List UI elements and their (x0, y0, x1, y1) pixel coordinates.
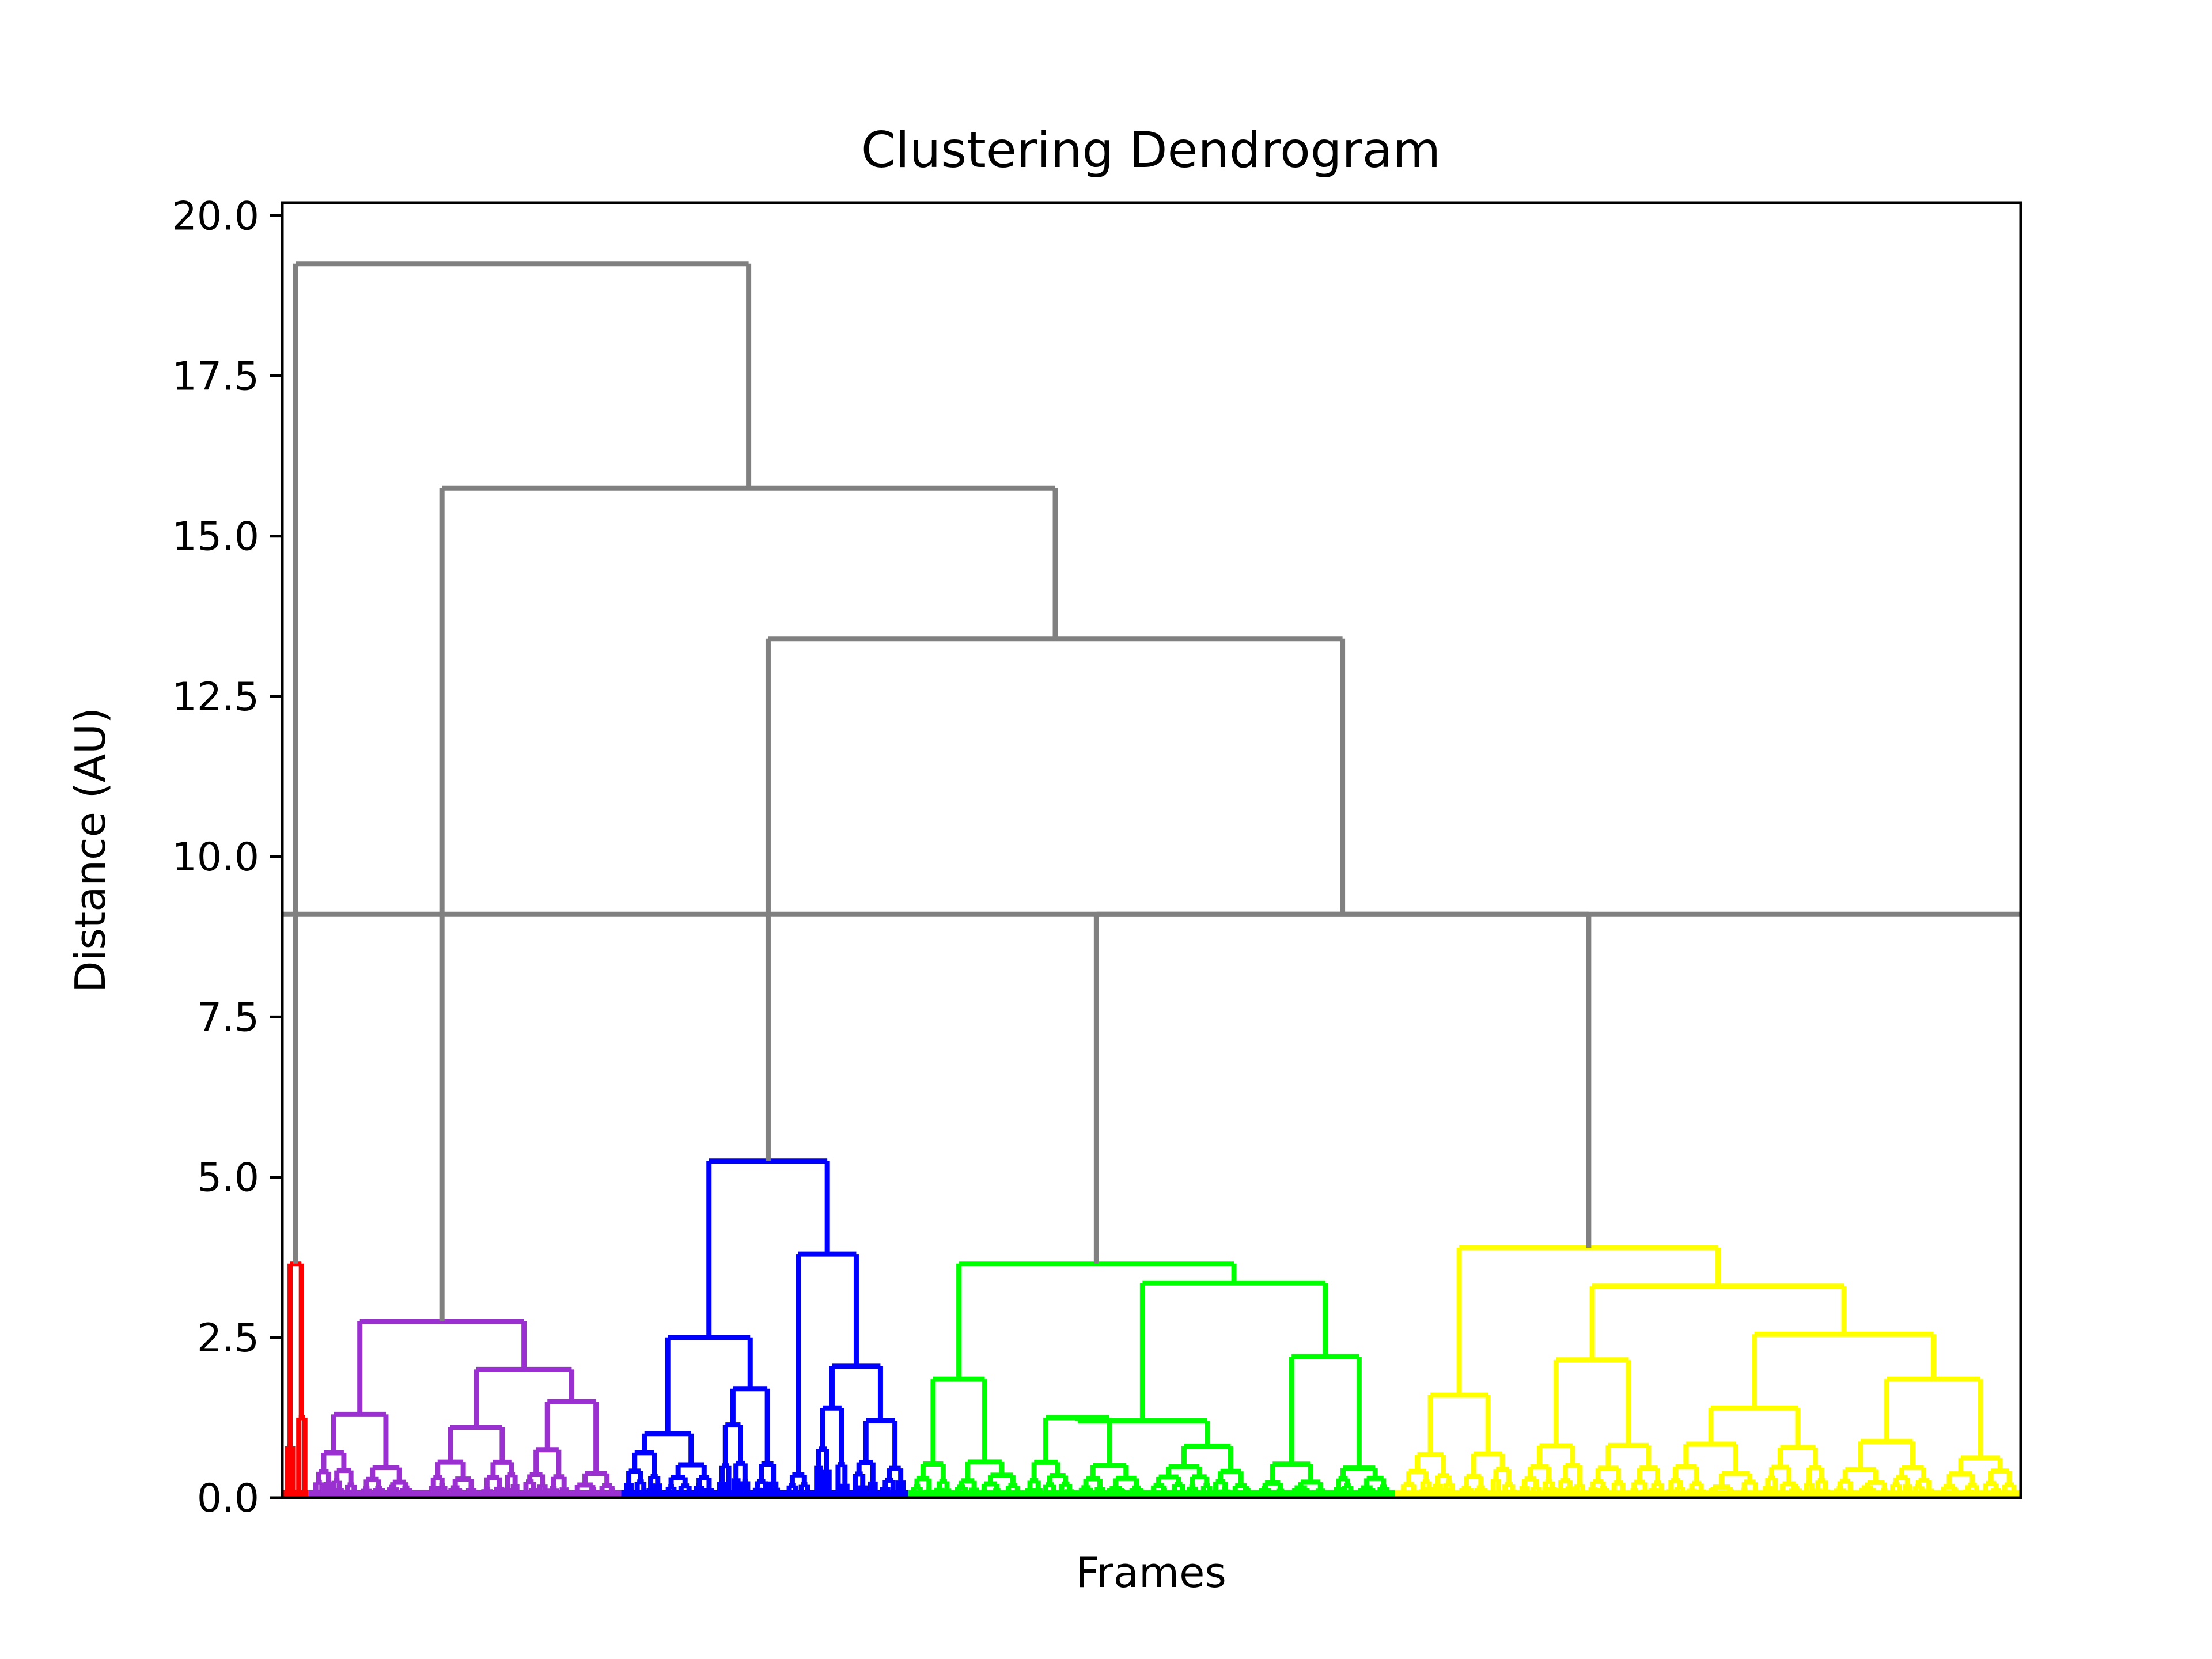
x-axis-label: Frames (1075, 1548, 1226, 1597)
cluster-leaves-2 (621, 1490, 908, 1498)
y-tick-label-4: 10.0 (172, 835, 259, 880)
y-tick-label-6: 15.0 (172, 514, 259, 560)
plot-frame (281, 201, 2022, 1499)
chart-title: Clustering Dendrogram (861, 122, 1441, 179)
y-tick-label-2: 5.0 (197, 1156, 259, 1201)
y-tick-label-0: 0.0 (197, 1476, 259, 1521)
y-tick-label-7: 17.5 (172, 354, 259, 399)
y-tick-label-5: 12.5 (172, 675, 259, 720)
y-axis-ticks: 0.0 2.5 5.0 7.5 10.0 12.5 15.0 17.5 20.0 (172, 194, 282, 1521)
y-tick-label-3: 7.5 (197, 995, 259, 1040)
y-tick-label-8: 20.0 (172, 194, 259, 239)
cluster-leaves-4 (1395, 1490, 2021, 1498)
cluster-leaves-0 (282, 1490, 309, 1498)
cluster-leaves-3 (908, 1490, 1395, 1498)
y-tick-label-1: 2.5 (197, 1316, 259, 1361)
dendrogram-links (282, 261, 2021, 1498)
cluster-leaves-1 (308, 1490, 622, 1498)
y-axis-label: Distance (AU) (66, 707, 115, 993)
